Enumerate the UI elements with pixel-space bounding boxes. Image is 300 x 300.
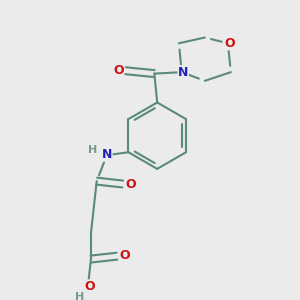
Text: O: O [84,280,95,293]
Text: O: O [113,64,124,76]
Text: O: O [125,178,136,190]
Text: O: O [120,249,130,262]
Text: H: H [88,145,97,155]
Text: H: H [75,292,84,300]
Text: N: N [102,148,112,161]
Text: O: O [224,37,235,50]
Text: N: N [178,66,188,79]
